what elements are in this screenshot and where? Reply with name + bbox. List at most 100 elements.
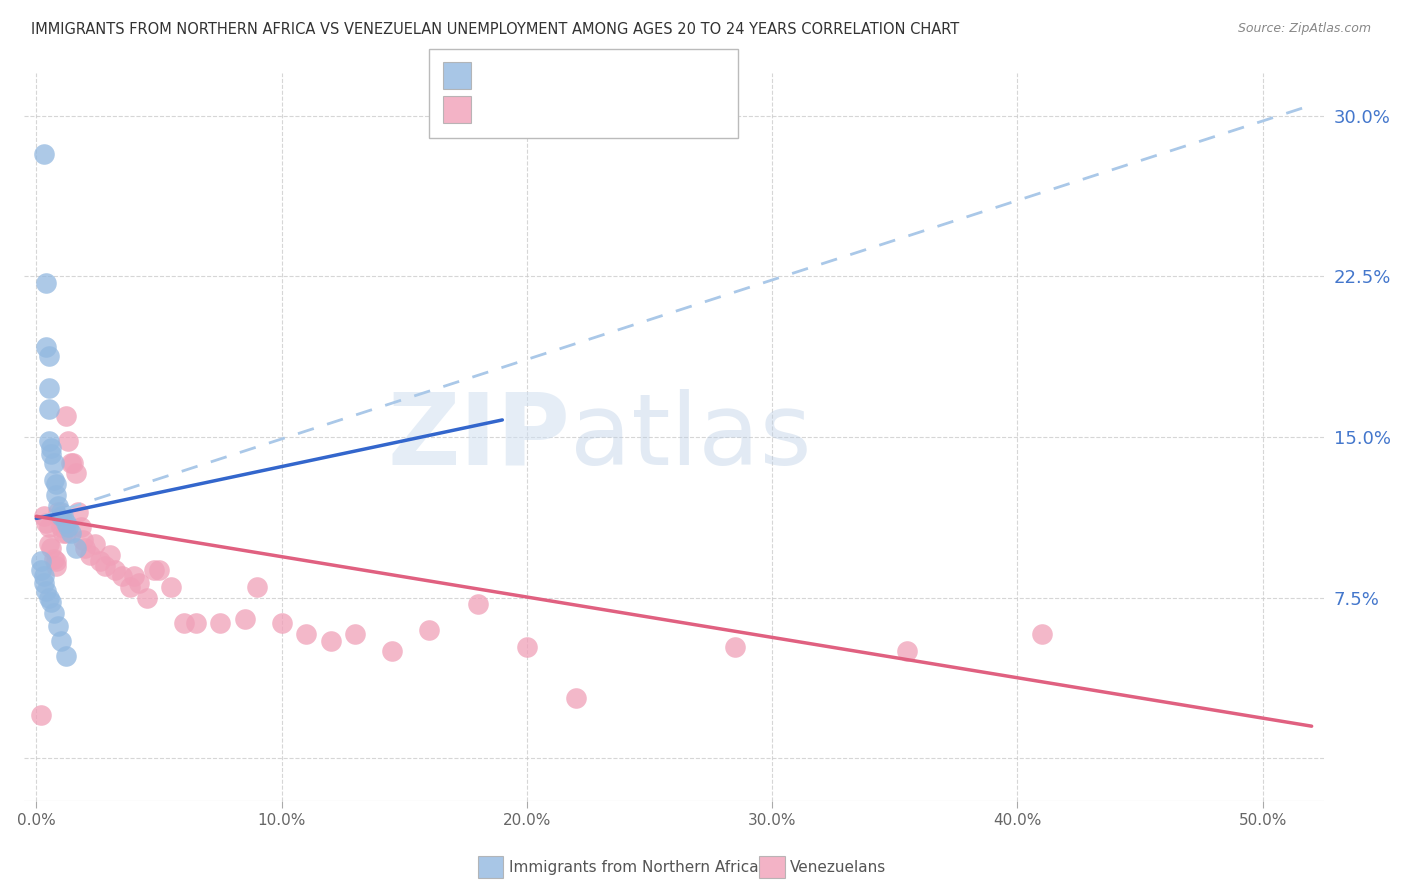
Point xyxy=(896,644,918,658)
Point xyxy=(35,276,58,290)
Text: atlas: atlas xyxy=(569,389,811,485)
Point xyxy=(69,520,91,534)
Point xyxy=(39,595,62,609)
Point xyxy=(42,473,65,487)
Point xyxy=(270,616,292,631)
Point xyxy=(55,526,77,541)
Point xyxy=(65,541,87,556)
Point xyxy=(49,509,72,524)
Point xyxy=(148,563,170,577)
Point xyxy=(45,488,67,502)
Point xyxy=(89,554,111,568)
Point xyxy=(42,606,65,620)
Point xyxy=(45,558,67,573)
Text: ZIP: ZIP xyxy=(387,389,569,485)
Point xyxy=(49,633,72,648)
Point xyxy=(35,516,58,530)
Point xyxy=(467,597,489,611)
Point xyxy=(42,456,65,470)
Point xyxy=(98,548,121,562)
Point xyxy=(516,640,538,654)
Point xyxy=(38,537,60,551)
Point xyxy=(319,633,342,648)
Point xyxy=(39,447,62,461)
Point xyxy=(49,505,72,519)
Point xyxy=(209,616,232,631)
Point xyxy=(128,575,150,590)
Point xyxy=(39,541,62,556)
Point xyxy=(295,627,318,641)
Point xyxy=(724,640,747,654)
Text: N =: N = xyxy=(557,69,600,83)
Point xyxy=(59,456,82,470)
Point xyxy=(184,616,207,631)
Point xyxy=(55,409,77,423)
Point xyxy=(38,402,60,417)
Point xyxy=(48,505,70,519)
Point xyxy=(75,541,97,556)
Point xyxy=(143,563,166,577)
Point xyxy=(418,623,440,637)
Text: N =: N = xyxy=(557,103,600,117)
Text: -0.420: -0.420 xyxy=(516,103,571,117)
Point xyxy=(65,467,87,481)
Point xyxy=(233,612,256,626)
Point xyxy=(79,548,101,562)
Point xyxy=(1031,627,1053,641)
Text: 0.154: 0.154 xyxy=(516,69,564,83)
Point xyxy=(35,340,58,354)
Point xyxy=(48,499,70,513)
Point xyxy=(565,691,588,706)
Point xyxy=(246,580,269,594)
Point xyxy=(52,509,75,524)
Point xyxy=(58,520,80,534)
Point xyxy=(49,511,72,525)
Point xyxy=(62,456,84,470)
Point xyxy=(30,554,52,568)
Text: R =: R = xyxy=(477,103,510,117)
Point xyxy=(30,708,52,723)
Text: Source: ZipAtlas.com: Source: ZipAtlas.com xyxy=(1237,22,1371,36)
Point xyxy=(173,616,195,631)
Point xyxy=(94,558,117,573)
Text: 32: 32 xyxy=(599,69,620,83)
Point xyxy=(32,569,55,583)
Point xyxy=(111,569,134,583)
Point xyxy=(55,516,77,530)
Point xyxy=(32,575,55,590)
Point xyxy=(42,552,65,566)
Point xyxy=(124,569,146,583)
Text: IMMIGRANTS FROM NORTHERN AFRICA VS VENEZUELAN UNEMPLOYMENT AMONG AGES 20 TO 24 Y: IMMIGRANTS FROM NORTHERN AFRICA VS VENEZ… xyxy=(31,22,959,37)
Point xyxy=(344,627,367,641)
Point xyxy=(38,349,60,363)
Point xyxy=(35,584,58,599)
Point xyxy=(32,147,55,161)
Text: R =: R = xyxy=(477,69,515,83)
Point xyxy=(381,644,404,658)
Point xyxy=(45,477,67,491)
Point xyxy=(135,591,157,605)
Point xyxy=(59,526,82,541)
Point xyxy=(48,618,70,632)
Point xyxy=(160,580,183,594)
Point xyxy=(45,554,67,568)
Point xyxy=(67,505,90,519)
Point xyxy=(38,520,60,534)
Text: Venezuelans: Venezuelans xyxy=(790,860,886,874)
Point xyxy=(32,509,55,524)
Point xyxy=(55,648,77,663)
Point xyxy=(58,434,80,449)
Point xyxy=(38,381,60,395)
Text: 54: 54 xyxy=(599,103,620,117)
Point xyxy=(38,434,60,449)
Point xyxy=(118,580,141,594)
Point xyxy=(84,537,107,551)
Point xyxy=(104,563,127,577)
Point xyxy=(39,441,62,455)
Point xyxy=(52,526,75,541)
Point xyxy=(49,520,72,534)
Text: Immigrants from Northern Africa: Immigrants from Northern Africa xyxy=(509,860,759,874)
Point xyxy=(38,591,60,605)
Point xyxy=(30,563,52,577)
Point xyxy=(72,533,94,547)
